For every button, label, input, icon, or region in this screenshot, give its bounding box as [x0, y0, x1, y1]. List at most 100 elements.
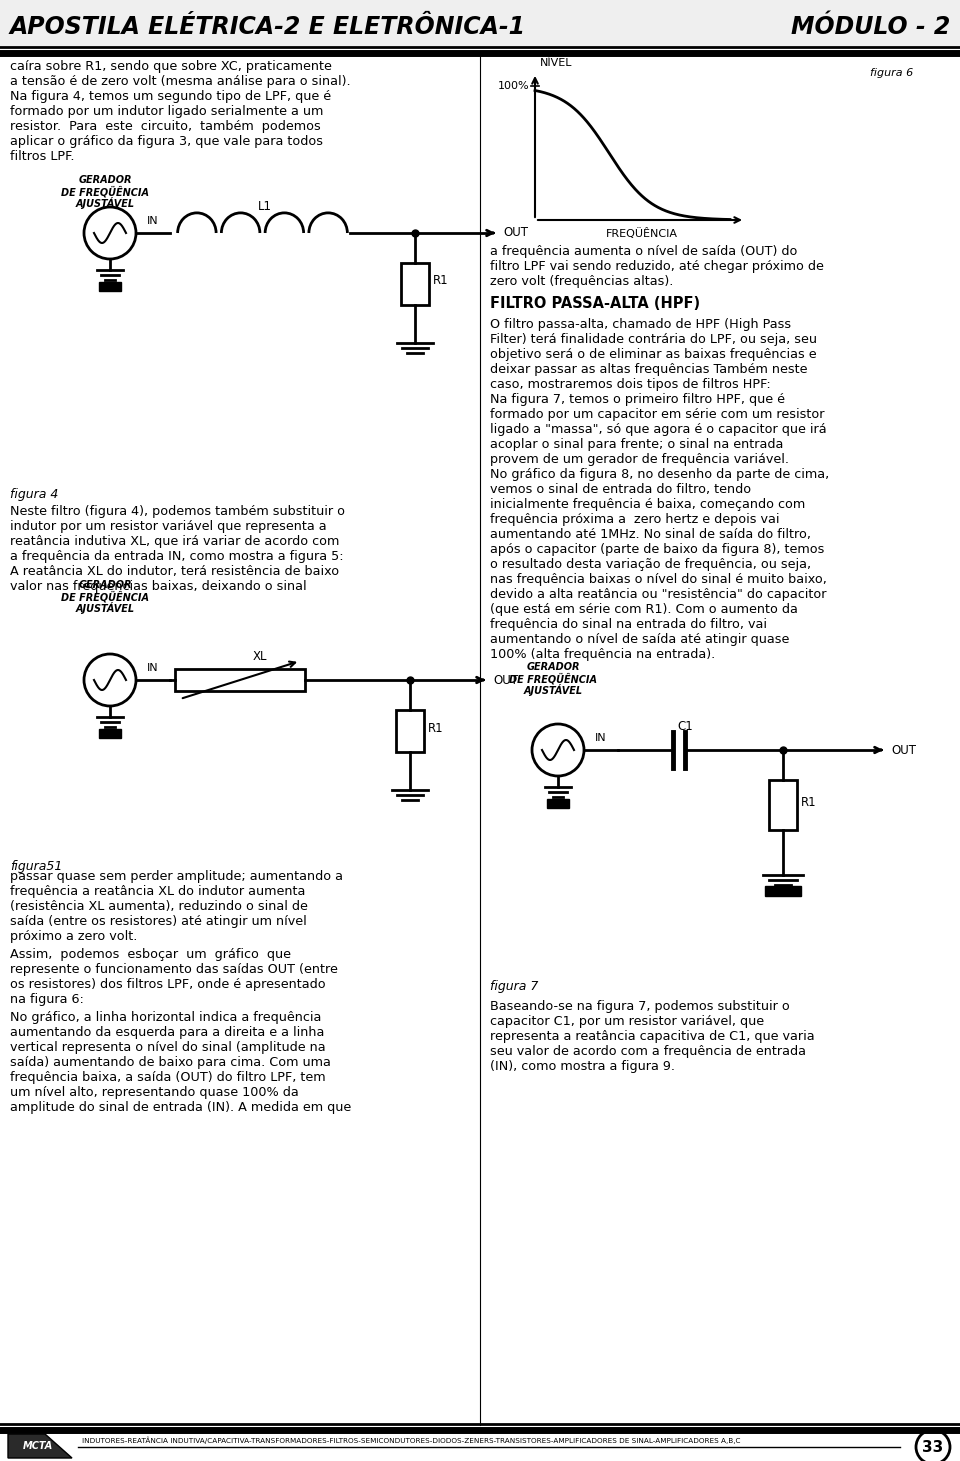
Text: após o capacitor (parte de baixo da figura 8), temos: após o capacitor (parte de baixo da figu…	[490, 543, 825, 557]
Text: indutor por um resistor variável que representa a: indutor por um resistor variável que rep…	[10, 520, 326, 533]
Text: R1: R1	[801, 795, 817, 808]
Text: o resultado desta variação de frequência, ou seja,: o resultado desta variação de frequência…	[490, 558, 811, 571]
Text: MÓDULO - 2: MÓDULO - 2	[791, 15, 950, 39]
Text: DE FREQÜÊNCIA: DE FREQÜÊNCIA	[61, 186, 149, 197]
Text: NÍVEL: NÍVEL	[540, 58, 572, 69]
Text: FILTRO PASSA-ALTA (HPF): FILTRO PASSA-ALTA (HPF)	[490, 297, 700, 311]
Text: Assim,  podemos  esboçar  um  gráfico  que: Assim, podemos esboçar um gráfico que	[10, 948, 291, 961]
Text: 100% (alta frequência na entrada).: 100% (alta frequência na entrada).	[490, 649, 715, 660]
Text: No gráfico da figura 8, no desenho da parte de cima,: No gráfico da figura 8, no desenho da pa…	[490, 468, 829, 481]
Text: reatância indutiva XL, que irá variar de acordo com: reatância indutiva XL, que irá variar de…	[10, 535, 340, 548]
Bar	[0, 0, 960, 45]
Text: GERADOR: GERADOR	[79, 175, 132, 186]
Text: Na figura 7, temos o primeiro filtro HPF, que é: Na figura 7, temos o primeiro filtro HPF…	[490, 393, 785, 406]
Text: aumentando da esquerda para a direita e a linha: aumentando da esquerda para a direita e …	[10, 1026, 324, 1039]
Text: FREQÜÊNCIA: FREQÜÊNCIA	[606, 228, 678, 240]
Text: frequência próxima a  zero hertz e depois vai: frequência próxima a zero hertz e depois…	[490, 513, 780, 526]
Text: 100%: 100%	[497, 82, 529, 91]
Text: amplitude do sinal de entrada (IN). A medida em que: amplitude do sinal de entrada (IN). A me…	[10, 1102, 351, 1113]
Text: 33: 33	[923, 1439, 944, 1455]
Text: zero volt (frequências altas).: zero volt (frequências altas).	[490, 275, 673, 288]
Text: GERADOR: GERADOR	[79, 580, 132, 590]
Text: IN: IN	[595, 733, 607, 744]
Text: ligado a "massa", só que agora é o capacitor que irá: ligado a "massa", só que agora é o capac…	[490, 424, 827, 435]
Bar	[99, 729, 121, 738]
Text: A reatância XL do indutor, terá resistência de baixo: A reatância XL do indutor, terá resistên…	[10, 565, 339, 579]
Bar	[99, 282, 121, 291]
Text: IN: IN	[147, 663, 158, 674]
Text: DE FREQÜÊNCIA: DE FREQÜÊNCIA	[61, 592, 149, 602]
Text: frequência baixa, a saída (OUT) do filtro LPF, tem: frequência baixa, a saída (OUT) do filtr…	[10, 1071, 325, 1084]
Text: acoplar o sinal para frente; o sinal na entrada: acoplar o sinal para frente; o sinal na …	[490, 438, 783, 451]
Text: os resistores) dos filtros LPF, onde é apresentado: os resistores) dos filtros LPF, onde é a…	[10, 977, 325, 991]
Text: vertical representa o nível do sinal (amplitude na: vertical representa o nível do sinal (am…	[10, 1042, 325, 1053]
Text: L1: L1	[258, 200, 272, 213]
Text: figura 6: figura 6	[870, 69, 913, 77]
Text: próximo a zero volt.: próximo a zero volt.	[10, 931, 137, 942]
Polygon shape	[8, 1435, 72, 1458]
Bar	[396, 710, 424, 752]
Text: um nível alto, representando quase 100% da: um nível alto, representando quase 100% …	[10, 1086, 299, 1099]
Text: aumentando o nível de saída até atingir quase: aumentando o nível de saída até atingir …	[490, 633, 789, 646]
Text: representa a reatância capacitiva de C1, que varia: representa a reatância capacitiva de C1,…	[490, 1030, 815, 1043]
Text: represente o funcionamento das saídas OUT (entre: represente o funcionamento das saídas OU…	[10, 963, 338, 976]
Text: AJUSTÁVEL: AJUSTÁVEL	[523, 684, 583, 695]
Text: OUT: OUT	[493, 674, 518, 687]
Text: resistor.  Para  este  circuito,  também  podemos: resistor. Para este circuito, também pod…	[10, 120, 321, 133]
Text: filtro LPF vai sendo reduzido, até chegar próximo de: filtro LPF vai sendo reduzido, até chega…	[490, 260, 824, 273]
Text: AJUSTÁVEL: AJUSTÁVEL	[76, 197, 134, 209]
Text: R1: R1	[428, 722, 444, 735]
Text: O filtro passa-alta, chamado de HPF (High Pass: O filtro passa-alta, chamado de HPF (Hig…	[490, 318, 791, 332]
Bar	[401, 263, 429, 305]
Text: No gráfico, a linha horizontal indica a frequência: No gráfico, a linha horizontal indica a …	[10, 1011, 322, 1024]
Text: a tensão é de zero volt (mesma análise para o sinal).: a tensão é de zero volt (mesma análise p…	[10, 75, 350, 88]
Text: XL: XL	[252, 650, 267, 663]
Bar	[175, 669, 305, 691]
Text: deixar passar as altas frequências Também neste: deixar passar as altas frequências També…	[490, 362, 807, 375]
Text: figura 7: figura 7	[490, 980, 539, 993]
Text: AJUSTÁVEL: AJUSTÁVEL	[76, 602, 134, 614]
Text: aplicar o gráfico da figura 3, que vale para todos: aplicar o gráfico da figura 3, que vale …	[10, 134, 323, 148]
Text: OUT: OUT	[891, 744, 916, 757]
Text: na figura 6:: na figura 6:	[10, 993, 84, 1007]
Text: MCTA: MCTA	[23, 1441, 53, 1451]
Text: aumentando até 1MHz. No sinal de saída do filtro,: aumentando até 1MHz. No sinal de saída d…	[490, 527, 811, 541]
Text: Na figura 4, temos um segundo tipo de LPF, que é: Na figura 4, temos um segundo tipo de LP…	[10, 91, 331, 102]
Text: inicialmente frequência é baixa, começando com: inicialmente frequência é baixa, começan…	[490, 498, 805, 511]
Text: C1: C1	[677, 720, 693, 733]
Text: Baseando-se na figura 7, podemos substituir o: Baseando-se na figura 7, podemos substit…	[490, 999, 790, 1012]
Text: vemos o sinal de entrada do filtro, tendo: vemos o sinal de entrada do filtro, tend…	[490, 484, 751, 495]
Text: caso, mostraremos dois tipos de filtros HPF:: caso, mostraremos dois tipos de filtros …	[490, 378, 771, 392]
Text: GERADOR: GERADOR	[526, 662, 580, 672]
Text: nas frequência baixas o nível do sinal é muito baixo,: nas frequência baixas o nível do sinal é…	[490, 573, 827, 586]
Text: figura51: figura51	[10, 861, 62, 874]
Text: figura 4: figura 4	[10, 488, 59, 501]
Text: DE FREQÜÊNCIA: DE FREQÜÊNCIA	[509, 674, 597, 685]
Text: INDUTORES-REATÂNCIA INDUTIVA/CAPACITIVA-TRANSFORMADORES-FILTROS-SEMICONDUTORES-D: INDUTORES-REATÂNCIA INDUTIVA/CAPACITIVA-…	[82, 1436, 740, 1443]
Text: frequência do sinal na entrada do filtro, vai: frequência do sinal na entrada do filtro…	[490, 618, 767, 631]
Bar	[547, 799, 569, 808]
Text: APOSTILA ELÉTRICA-2 E ELETRÔNICA-1: APOSTILA ELÉTRICA-2 E ELETRÔNICA-1	[10, 15, 526, 39]
Text: saída (entre os resistores) até atingir um nível: saída (entre os resistores) até atingir …	[10, 915, 307, 928]
Text: caíra sobre R1, sendo que sobre XC, praticamente: caíra sobre R1, sendo que sobre XC, prat…	[10, 60, 332, 73]
Text: a frequência da entrada IN, como mostra a figura 5:: a frequência da entrada IN, como mostra …	[10, 549, 344, 562]
Text: (resistência XL aumenta), reduzindo o sinal de: (resistência XL aumenta), reduzindo o si…	[10, 900, 308, 913]
Text: passar quase sem perder amplitude; aumentando a: passar quase sem perder amplitude; aumen…	[10, 869, 343, 882]
Text: a frequência aumenta o nível de saída (OUT) do: a frequência aumenta o nível de saída (O…	[490, 245, 798, 259]
Text: devido a alta reatância ou "resistência" do capacitor: devido a alta reatância ou "resistência"…	[490, 587, 827, 600]
Text: OUT: OUT	[503, 226, 528, 240]
Text: frequência a reatância XL do indutor aumenta: frequência a reatância XL do indutor aum…	[10, 885, 305, 899]
Text: IN: IN	[147, 216, 158, 226]
Text: (IN), como mostra a figura 9.: (IN), como mostra a figura 9.	[490, 1061, 675, 1072]
Text: capacitor C1, por um resistor variável, que: capacitor C1, por um resistor variável, …	[490, 1015, 764, 1029]
Text: saída) aumentando de baixo para cima. Com uma: saída) aumentando de baixo para cima. Co…	[10, 1056, 331, 1069]
Text: objetivo será o de eliminar as baixas frequências e: objetivo será o de eliminar as baixas fr…	[490, 348, 817, 361]
Text: formado por um indutor ligado serialmente a um: formado por um indutor ligado serialment…	[10, 105, 324, 118]
Text: seu valor de acordo com a frequência de entrada: seu valor de acordo com a frequência de …	[490, 1045, 806, 1058]
Bar	[769, 780, 797, 830]
Text: R1: R1	[433, 275, 448, 288]
Text: (que está em série com R1). Com o aumento da: (que está em série com R1). Com o aument…	[490, 603, 798, 617]
Text: Neste filtro (figura 4), podemos também substituir o: Neste filtro (figura 4), podemos também …	[10, 506, 345, 519]
Text: filtros LPF.: filtros LPF.	[10, 150, 75, 164]
Text: provem de um gerador de frequência variável.: provem de um gerador de frequência variá…	[490, 453, 789, 466]
